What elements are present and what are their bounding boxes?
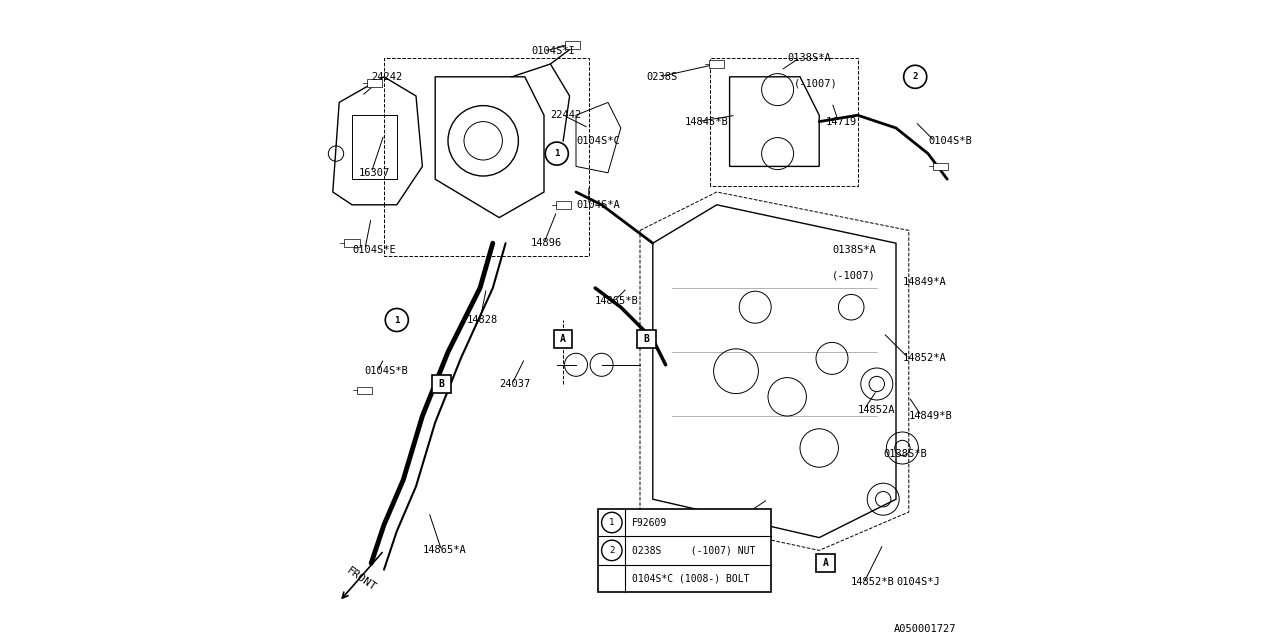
Text: 0104S*B: 0104S*B [928, 136, 972, 146]
Text: FRONT: FRONT [344, 565, 379, 593]
Text: 24242: 24242 [371, 72, 402, 82]
Text: B: B [644, 334, 649, 344]
Text: 14845*A: 14845*A [717, 520, 760, 530]
Text: 2: 2 [609, 546, 614, 555]
Text: (-1007): (-1007) [832, 270, 876, 280]
Bar [599, 509, 771, 592]
Text: 16307: 16307 [358, 168, 389, 178]
Text: 0138S*A: 0138S*A [832, 244, 876, 255]
Circle shape [737, 552, 760, 575]
Bar [566, 41, 581, 49]
Bar [357, 387, 372, 394]
Text: 0238S     (-1007) NUT: 0238S (-1007) NUT [632, 545, 755, 556]
Text: 0138S*B: 0138S*B [883, 449, 927, 460]
Text: 1: 1 [609, 518, 614, 527]
Text: A: A [561, 334, 566, 344]
Text: 1: 1 [394, 316, 399, 324]
FancyBboxPatch shape [817, 554, 835, 573]
Bar [709, 60, 724, 68]
Bar [344, 239, 360, 247]
FancyBboxPatch shape [554, 330, 572, 349]
Bar [556, 201, 571, 209]
Text: 0104S*B: 0104S*B [365, 366, 408, 376]
Text: 14865*A: 14865*A [422, 545, 466, 556]
Bar [367, 79, 383, 87]
Text: 0104S*C (1008-) BOLT: 0104S*C (1008-) BOLT [632, 573, 749, 583]
Text: 14852*A: 14852*A [902, 353, 946, 364]
Circle shape [602, 540, 622, 561]
Circle shape [545, 142, 568, 165]
Text: 0238S: 0238S [646, 72, 677, 82]
Text: 22442: 22442 [550, 110, 581, 120]
Text: 0104S*E: 0104S*E [352, 244, 396, 255]
Text: 0138S*A: 0138S*A [787, 52, 831, 63]
Text: A050001727: A050001727 [895, 623, 957, 634]
FancyBboxPatch shape [637, 330, 655, 349]
Text: 0104S*C: 0104S*C [576, 136, 620, 146]
Text: 14896: 14896 [531, 238, 562, 248]
Text: 1: 1 [746, 559, 751, 568]
Text: F92609: F92609 [632, 518, 667, 527]
Text: 0104S*J: 0104S*J [896, 577, 940, 588]
Text: 14852*B: 14852*B [851, 577, 895, 588]
Text: 14849*B: 14849*B [909, 411, 952, 421]
Text: 1: 1 [554, 149, 559, 158]
Text: 14719: 14719 [826, 116, 856, 127]
Text: 0104S*I: 0104S*I [531, 46, 575, 56]
Text: A: A [823, 558, 828, 568]
Circle shape [904, 65, 927, 88]
Text: 2: 2 [913, 72, 918, 81]
Text: 0104S*A: 0104S*A [576, 200, 620, 210]
Text: 24037: 24037 [499, 379, 530, 389]
Text: 14849*A: 14849*A [902, 276, 946, 287]
Text: 14828: 14828 [467, 315, 498, 325]
Text: 14852A: 14852A [858, 404, 895, 415]
Circle shape [385, 308, 408, 332]
Text: (-1007): (-1007) [794, 78, 837, 88]
Circle shape [602, 512, 622, 532]
Bar [933, 163, 948, 170]
Text: 14845*B: 14845*B [685, 116, 728, 127]
Text: 0238S: 0238S [723, 584, 754, 594]
Text: 14865*B: 14865*B [595, 296, 639, 306]
FancyBboxPatch shape [433, 375, 451, 393]
Text: B: B [439, 379, 444, 389]
